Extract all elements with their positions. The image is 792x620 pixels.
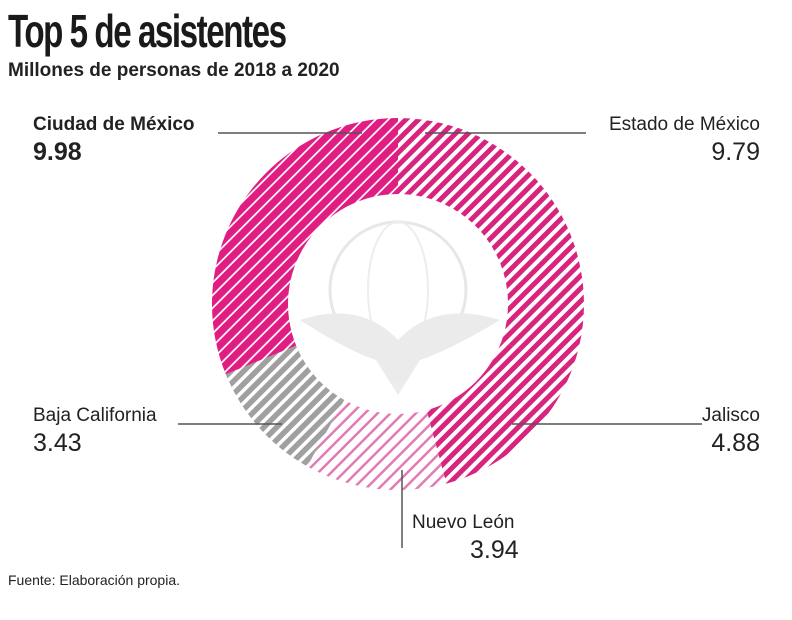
value-ciudad-de-mexico: 9.98 (33, 138, 82, 166)
value-jalisco: 4.88 (711, 429, 760, 457)
eagle-globe-watermark (300, 220, 500, 395)
label-jalisco: Jalisco (701, 405, 760, 426)
label-ciudad-de-mexico: Ciudad de México (33, 114, 195, 135)
label-nuevo-leon: Nuevo León (412, 512, 515, 533)
chart-title: Top 5 de asistentes (8, 5, 287, 57)
label-baja-california: Baja California (33, 405, 157, 426)
label-estado-de-mexico: Estado de México (608, 114, 760, 135)
value-estado-de-mexico: 9.79 (711, 138, 760, 166)
donut-slice-baja-california (225, 345, 345, 467)
chart-subtitle: Millones de personas de 2018 a 2020 (8, 60, 340, 81)
value-nuevo-leon: 3.94 (470, 536, 519, 564)
donut-slice-nuevo-leon (307, 399, 447, 490)
value-baja-california: 3.43 (33, 429, 82, 457)
donut-slice-jalisco (426, 341, 573, 484)
donut-slice-estado-de-mexico (398, 118, 584, 368)
donut-slice-ciudad-de-mexico (212, 118, 399, 375)
source-note: Fuente: Elaboración propia. (8, 572, 180, 588)
